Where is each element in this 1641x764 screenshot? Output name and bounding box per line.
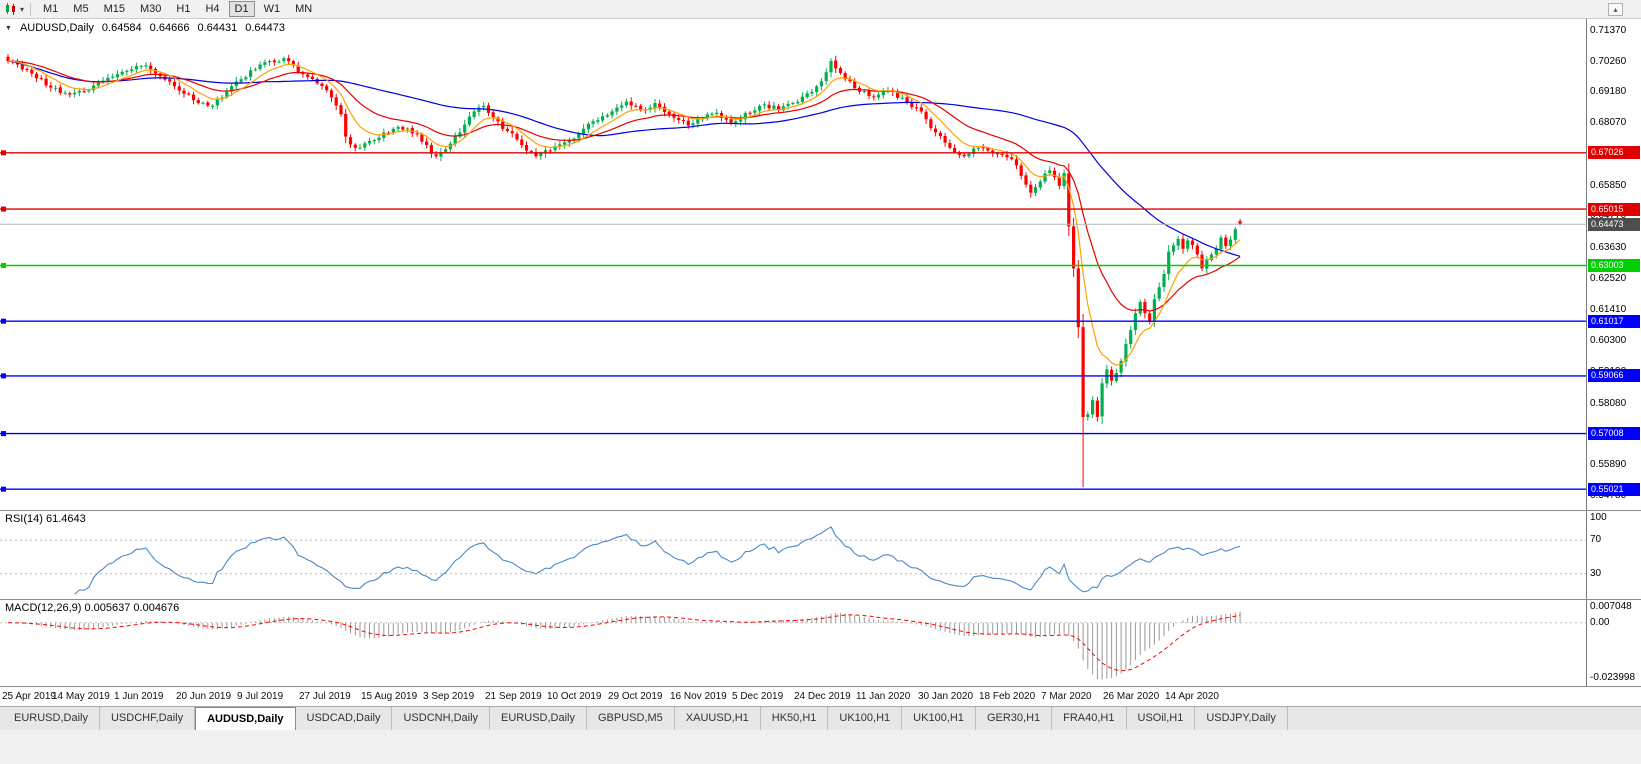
price-axis-tick-label: 0.69180 [1590, 86, 1627, 97]
time-axis-label: 1 Jun 2019 [114, 691, 164, 702]
caret-down-icon[interactable]: ▾ [20, 4, 25, 14]
time-axis-label: 25 Apr 2019 [2, 691, 56, 702]
tab-usdchf-daily[interactable]: USDCHF,Daily [100, 707, 196, 730]
macd-axis-label: -0.023998 [1590, 672, 1636, 683]
rsi-axis-label: 30 [1590, 568, 1602, 579]
toolbar-overflow-icon[interactable]: ▴ [1608, 3, 1623, 16]
time-axis-label: 20 Jun 2019 [176, 691, 232, 702]
time-axis-label: 29 Oct 2019 [608, 691, 663, 702]
time-axis-label: 15 Aug 2019 [361, 691, 418, 702]
tab-usdjpy-daily[interactable]: USDJPY,Daily [1195, 707, 1288, 730]
rsi-axis-label: 70 [1590, 534, 1602, 545]
price-axis[interactable]: 0.713700.702600.691800.680700.669900.658… [1586, 19, 1641, 510]
moving-averages-layer [7, 60, 1241, 366]
time-axis-label: 18 Feb 2020 [979, 691, 1036, 702]
price-axis-tick-label: 0.71370 [1590, 25, 1627, 36]
price-axis-tick-label: 0.58080 [1590, 398, 1627, 409]
tf-button-m1[interactable]: M1 [37, 1, 64, 17]
time-axis-label: 26 Mar 2020 [1103, 691, 1160, 702]
price-axis-tick-label: 0.65850 [1590, 180, 1627, 191]
horizontal-levels-layer [0, 150, 1586, 492]
macd-axis[interactable]: 0.007048 0.00 -0.023998 [1586, 600, 1641, 686]
tf-button-mn[interactable]: MN [289, 1, 318, 17]
rsi-panel: 100 70 30 RSI(14) 61.4643 [0, 511, 1641, 600]
tf-button-d1[interactable]: D1 [228, 1, 255, 17]
price-level-tag: 0.55021 [1588, 483, 1640, 496]
tf-button-w1[interactable]: W1 [258, 1, 287, 17]
price-level-tag: 0.59066 [1588, 369, 1640, 382]
time-axis-label: 11 Jan 2020 [856, 691, 911, 702]
tab-usoil-h1[interactable]: USOil,H1 [1127, 707, 1196, 730]
tf-button-m15[interactable]: M15 [98, 1, 131, 17]
macd-signal-line [8, 614, 1241, 672]
time-axis-label: 16 Nov 2019 [670, 691, 727, 702]
rsi-line [74, 526, 1241, 595]
price-level-tag: 0.65015 [1588, 203, 1640, 216]
price-level-tag: 0.63003 [1588, 259, 1640, 272]
price-axis-tick-label: 0.60300 [1590, 335, 1627, 346]
tab-uk100-h1-2[interactable]: UK100,H1 [902, 707, 976, 730]
macd-panel: 0.007048 0.00 -0.023998 MACD(12,26,9) 0.00… [0, 600, 1641, 687]
price-axis-tick-label: 0.62520 [1590, 273, 1627, 284]
candlestick-chart-icon[interactable] [4, 2, 18, 16]
time-axis-label: 10 Oct 2019 [547, 691, 602, 702]
tab-xauusd-h1[interactable]: XAUUSD,H1 [675, 707, 761, 730]
price-level-tag: 0.67026 [1588, 146, 1640, 159]
timeframe-toolbar: ▾ M1 M5 M15 M30 H1 H4 D1 W1 MN ▴ [0, 0, 1641, 19]
macd-histogram-layer [12, 611, 1241, 680]
macd-axis-label: 0.00 [1590, 617, 1610, 628]
macd-axis-label: 0.007048 [1590, 601, 1632, 612]
tab-eurusd-daily-1[interactable]: EURUSD,Daily [3, 707, 100, 730]
time-axis[interactable]: 25 Apr 2019 14 May 2019 1 Jun 2019 20 Jun 2… [0, 687, 1641, 707]
price-axis-tick-label: 0.63630 [1590, 242, 1627, 253]
price-level-tag: 0.57008 [1588, 427, 1640, 440]
price-chart-panel: 0.713700.702600.691800.680700.669900.658… [0, 19, 1641, 511]
macd-canvas[interactable] [0, 600, 1586, 686]
tab-usdcad-daily[interactable]: USDCAD,Daily [296, 707, 393, 730]
status-strip [0, 730, 1641, 764]
time-axis-label: 14 May 2019 [52, 691, 110, 702]
time-axis-label: 3 Sep 2019 [423, 691, 475, 702]
time-axis-label: 21 Sep 2019 [485, 691, 542, 702]
time-axis-label: 30 Jan 2020 [918, 691, 974, 702]
rsi-axis[interactable]: 100 70 30 [1586, 511, 1641, 599]
time-axis-label: 5 Dec 2019 [732, 691, 784, 702]
price-chart-canvas[interactable] [0, 19, 1586, 510]
rsi-axis-label: 100 [1590, 512, 1607, 523]
rsi-canvas[interactable] [0, 511, 1586, 599]
tab-hk50-h1[interactable]: HK50,H1 [761, 707, 829, 730]
toolbar-separator [30, 2, 32, 16]
price-axis-tick-label: 0.68070 [1590, 117, 1627, 128]
tab-audusd-daily[interactable]: AUDUSD,Daily [195, 707, 296, 730]
time-axis-label: 24 Dec 2019 [794, 691, 851, 702]
current-price-tag: 0.64473 [1588, 218, 1640, 231]
tab-gbpusd-m5[interactable]: GBPUSD,M5 [587, 707, 675, 730]
tf-button-m30[interactable]: M30 [134, 1, 167, 17]
tf-button-h1[interactable]: H1 [170, 1, 196, 17]
price-axis-tick-label: 0.70260 [1590, 56, 1627, 67]
time-axis-label: 7 Mar 2020 [1041, 691, 1092, 702]
tf-button-h4[interactable]: H4 [199, 1, 225, 17]
candles-layer [6, 54, 1242, 487]
price-level-tag: 0.61017 [1588, 315, 1640, 328]
time-axis-label: 14 Apr 2020 [1165, 691, 1219, 702]
tab-uk100-h1-1[interactable]: UK100,H1 [828, 707, 903, 730]
time-axis-label: 9 Jul 2019 [237, 691, 284, 702]
price-axis-tick-label: 0.61410 [1590, 304, 1627, 315]
chart-tab-bar: EURUSD,Daily USDCHF,Daily AUDUSD,Daily U… [0, 707, 1641, 730]
price-axis-tick-label: 0.55890 [1590, 459, 1627, 470]
time-axis-label: 27 Jul 2019 [299, 691, 351, 702]
tab-ger30-h1[interactable]: GER30,H1 [976, 707, 1053, 730]
tab-usdcnh-daily[interactable]: USDCNH,Daily [392, 707, 491, 730]
tf-button-m5[interactable]: M5 [67, 1, 94, 17]
tab-fra40-h1[interactable]: FRA40,H1 [1052, 707, 1127, 730]
tab-eurusd-daily-2[interactable]: EURUSD,Daily [490, 707, 587, 730]
